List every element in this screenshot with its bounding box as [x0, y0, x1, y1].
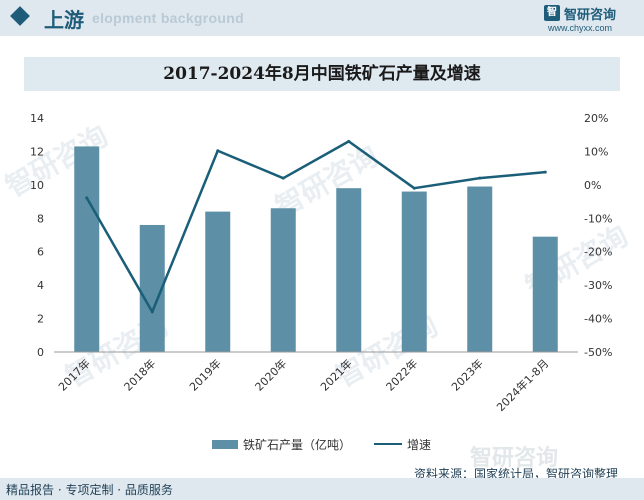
x-tick-label: 2018年 [121, 356, 158, 393]
bar-6 [467, 186, 493, 352]
growth-point-4 [347, 139, 351, 143]
x-tick-label: 2020年 [252, 356, 289, 393]
bar-2 [205, 211, 231, 352]
title-band [24, 57, 620, 91]
footer-bar [0, 478, 644, 500]
bar-7 [532, 236, 558, 352]
growth-point-0 [85, 196, 89, 200]
growth-point-1 [150, 310, 154, 314]
growth-point-2 [216, 149, 220, 153]
growth-point-7 [543, 170, 547, 174]
y-right-tick-label: 0% [584, 179, 601, 192]
y-left-tick-label: 14 [30, 112, 44, 125]
section-title: 上游 [44, 8, 84, 32]
logo-icon: 智 [544, 5, 560, 21]
y-left-tick-label: 12 [30, 145, 44, 158]
x-tick-label: 2024年1-8月 [493, 356, 551, 414]
y-left-tick-label: 10 [30, 179, 44, 192]
bar-3 [270, 208, 296, 352]
legend-line-swatch [374, 443, 402, 445]
legend-item-line: 增速 [374, 436, 431, 452]
y-left-tick-label: 2 [37, 313, 44, 326]
legend-item-bar: 铁矿石产量（亿吨） [212, 436, 351, 452]
chart-title: 2017-2024年8月中国铁矿石产量及增速 [163, 64, 481, 84]
y-right-tick-label: -20% [584, 246, 612, 259]
logo-name: 智研咨询 [564, 8, 617, 23]
y-left-tick-label: 6 [37, 246, 44, 259]
growth-point-5 [412, 186, 416, 190]
y-right-tick-label: 10% [584, 145, 608, 158]
footer-slogan: 精品报告 · 专项定制 · 品质服务 [6, 483, 173, 497]
y-left-tick-label: 8 [37, 212, 44, 225]
growth-point-3 [281, 176, 285, 180]
y-left-tick-label: 0 [37, 346, 44, 359]
bar-4 [336, 188, 362, 352]
x-tick-label: 2017年 [55, 356, 92, 393]
x-tick-label: 2019年 [186, 356, 223, 393]
y-right-tick-label: -30% [584, 279, 612, 292]
x-tick-label: 2022年 [383, 356, 420, 393]
growth-line [85, 140, 546, 314]
y-right-tick-label: -50% [584, 346, 612, 359]
bar-0 [74, 146, 100, 352]
source-text: 资料来源：国家统计局，智研咨询整理 [414, 467, 619, 481]
footer-logo: 智研咨询 [470, 446, 559, 471]
legend-line-label: 增速 [407, 437, 432, 452]
bar-5 [401, 191, 427, 352]
y-left-tick-label: 4 [37, 279, 44, 292]
section-subtitle: elopment background [92, 10, 244, 26]
header-bar [0, 0, 644, 36]
y-right-tick-label: 20% [584, 112, 608, 125]
y-right-tick-label: -40% [584, 313, 612, 326]
y-right-tick-label: -10% [584, 212, 612, 225]
x-tick-label: 2023年 [448, 356, 485, 393]
growth-point-6 [478, 176, 482, 180]
x-tick-label: 2021年 [317, 356, 354, 393]
legend-bar-label: 铁矿石产量（亿吨） [243, 437, 352, 452]
logo-url[interactable]: www.chyxx.com [548, 23, 613, 33]
legend-bar-swatch [212, 439, 238, 449]
